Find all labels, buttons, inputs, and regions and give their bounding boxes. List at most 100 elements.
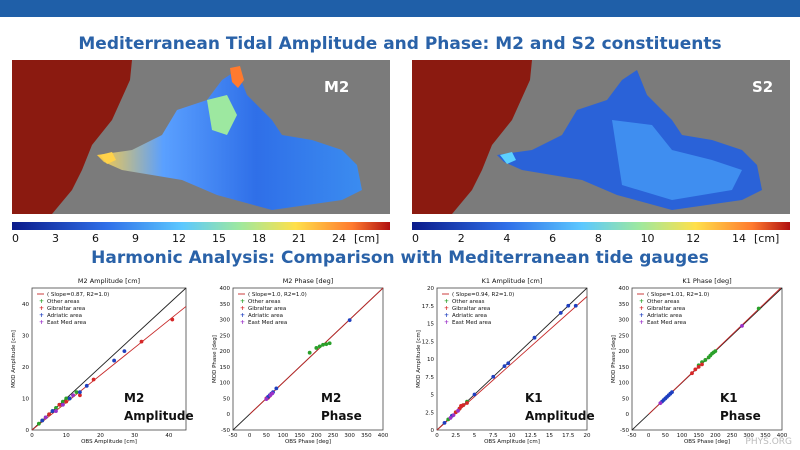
y-tick-label: 350 [220, 302, 231, 308]
data-point [347, 318, 352, 323]
inset-label: Phase [720, 409, 761, 423]
y-tick-label: 200 [619, 349, 630, 355]
legend-marker: + [240, 319, 245, 326]
chart-title: K1 Phase [deg] [682, 277, 731, 285]
data-point [112, 358, 117, 363]
x-tick-label: 20 [584, 433, 591, 439]
x-tick-label: 5 [473, 433, 477, 439]
colorbar-tick: 4 [503, 232, 511, 245]
data-point [307, 350, 312, 355]
legend-label: East Med area [47, 320, 86, 326]
inset-label: Amplitude [124, 409, 194, 423]
gibraltar-highlight [100, 152, 116, 164]
legend-label: Other areas [47, 299, 80, 305]
legend-fit-label: ( Slope=1.01, R2=1.0) [647, 292, 709, 298]
data-point [456, 408, 460, 413]
adriatic-highlight [230, 66, 244, 88]
data-point [50, 409, 55, 413]
data-point [78, 393, 82, 398]
mediterranean-sea [97, 70, 362, 210]
data-point [693, 367, 698, 372]
colorbar-tick: 12 [686, 232, 701, 245]
y-tick-label: 0 [227, 412, 231, 418]
data-point [327, 341, 332, 346]
x-tick-label: 150 [693, 433, 704, 439]
x-tick-label: 250 [727, 433, 738, 439]
data-point [170, 317, 175, 322]
x-tick-label: 10 [509, 433, 516, 439]
legend-marker: + [39, 312, 44, 319]
legend-marker: + [639, 319, 644, 326]
mid-title: Harmonic Analysis: Comparison with Medit… [91, 248, 709, 268]
colorbar-unit: [cm] [754, 232, 780, 245]
legend-marker: + [444, 319, 449, 326]
y-tick-label: 10 [427, 357, 434, 363]
y-tick-label: 350 [619, 302, 630, 308]
y-tick-label: 250 [619, 333, 630, 339]
data-point [122, 349, 127, 354]
data-point [57, 402, 62, 407]
data-point [448, 416, 453, 420]
m2-map: M2 [12, 60, 390, 214]
s2-map: S2 [412, 60, 790, 214]
data-point [532, 335, 537, 340]
data-point [91, 377, 96, 382]
x-tick-label: 10 [63, 433, 70, 439]
colorbar-tick: 9 [132, 232, 139, 245]
data-point [321, 342, 325, 347]
y-tick-label: 50 [622, 396, 629, 402]
data-point [139, 339, 144, 344]
y-tick-label: 50 [223, 396, 230, 402]
inset-label: K1 [525, 391, 543, 405]
x-tick-label: 300 [743, 433, 754, 439]
map-label-s2: S2 [752, 78, 773, 96]
one-to-one-line [31, 287, 187, 431]
y-tick-label: 30 [22, 333, 29, 339]
x-tick-label: 400 [777, 433, 788, 439]
y-tick-label: 2.5 [425, 410, 434, 416]
legend-marker: + [639, 298, 644, 305]
x-tick-label: -50 [628, 433, 637, 439]
watermark: PHYS.ORG [745, 437, 792, 447]
x-axis-label: OBS Amplitude [cm] [484, 439, 540, 445]
x-tick-label: 0 [248, 433, 252, 439]
legend-label: Adriatic area [647, 313, 682, 319]
y-tick-label: 400 [220, 286, 231, 292]
x-tick-label: 12.5 [525, 433, 538, 439]
x-tick-label: 50 [662, 433, 669, 439]
legend-label: Gibraltar area [47, 306, 85, 312]
y-tick-label: -50 [620, 428, 629, 434]
data-point [472, 392, 477, 397]
x-tick-label: 200 [710, 433, 721, 439]
y-tick-label: 10 [22, 396, 29, 402]
y-tick-label: 150 [220, 365, 231, 371]
data-point [670, 390, 674, 395]
inset-label: Phase [321, 409, 362, 423]
y-tick-label: 300 [220, 318, 231, 324]
regression-line [31, 306, 187, 431]
legend-label: Adriatic area [452, 313, 487, 319]
y-axis-label: MOD Phase [deg] [611, 335, 617, 383]
tyrrhenian-highlight [207, 95, 237, 135]
x-tick-label: 200 [311, 433, 322, 439]
legend-label: East Med area [452, 320, 491, 326]
data-point [566, 303, 571, 308]
x-tick-label: 0 [647, 433, 651, 439]
legend-marker: + [240, 305, 245, 312]
data-point [64, 399, 69, 404]
x-tick-label: 350 [760, 433, 771, 439]
colorbar-tick: 2 [457, 232, 465, 245]
legend-fit-label: ( Slope=0.87, R2=1.0) [47, 292, 109, 298]
legend-marker: + [39, 319, 44, 326]
legend-label: East Med area [248, 320, 287, 326]
x-tick-label: 400 [378, 433, 389, 439]
legend-marker: + [39, 298, 44, 305]
data-point [264, 397, 269, 401]
y-tick-label: 100 [220, 381, 231, 387]
legend-marker: + [240, 312, 245, 319]
y-tick-label: 12.5 [422, 339, 435, 345]
x-tick-label: 50 [263, 433, 270, 439]
y-tick-label: 150 [619, 365, 630, 371]
data-point [756, 306, 761, 311]
